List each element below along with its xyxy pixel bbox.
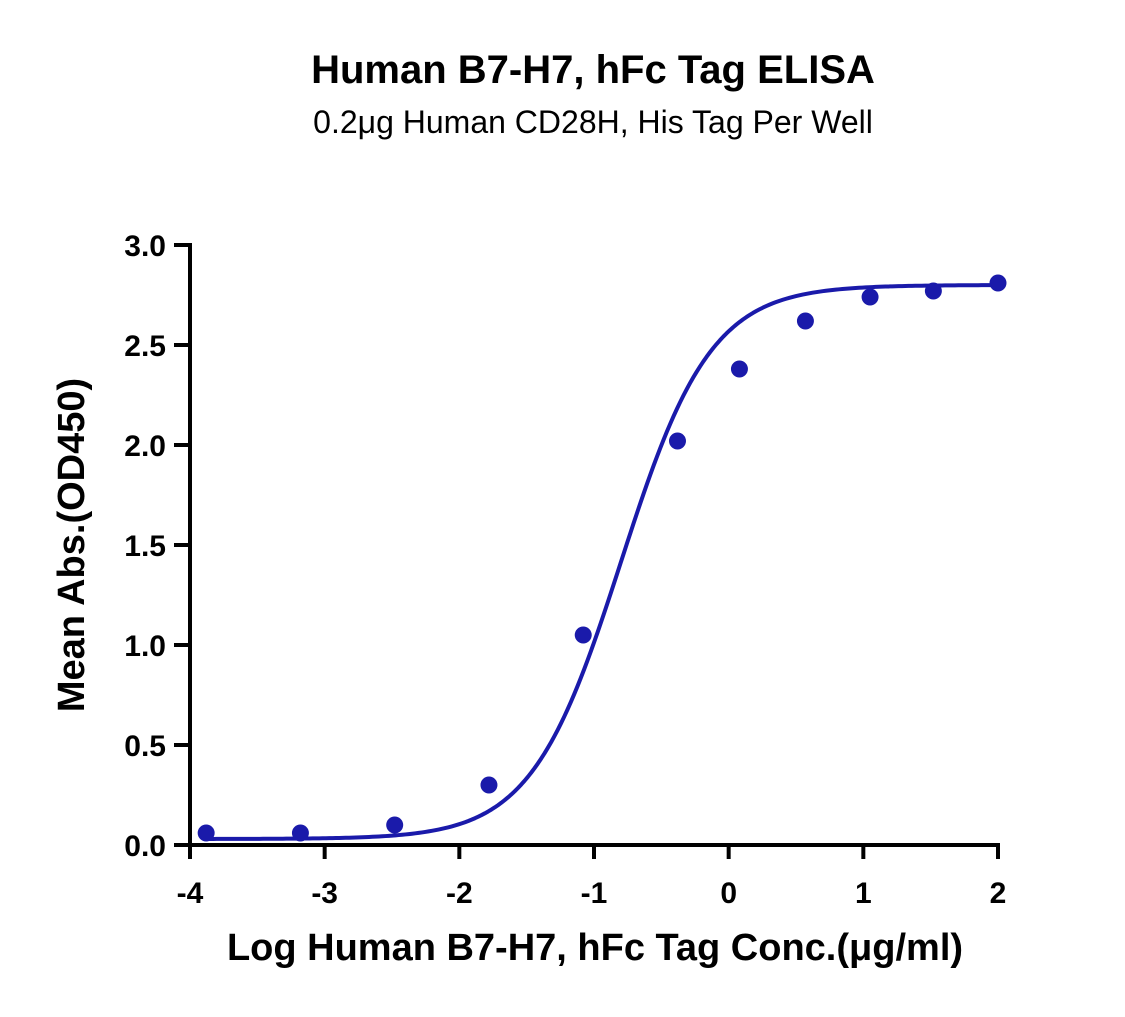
chart-subtitle: 0.2μg Human CD28H, His Tag Per Well bbox=[313, 104, 873, 140]
fit-curve bbox=[203, 283, 999, 841]
data-point bbox=[796, 312, 814, 330]
x-tick-label: 1 bbox=[855, 877, 872, 910]
data-point bbox=[989, 274, 1007, 292]
y-tick-label: 3.0 bbox=[124, 230, 166, 263]
y-tick-label: 1.5 bbox=[124, 530, 166, 563]
y-tick-label: 2.5 bbox=[124, 330, 166, 363]
data-point bbox=[730, 360, 748, 378]
x-axis-title: Log Human B7-H7, hFc Tag Conc.(μg/ml) bbox=[227, 927, 963, 969]
y-tick-label: 0.5 bbox=[124, 730, 166, 763]
data-point bbox=[924, 282, 942, 300]
x-tick-label: -4 bbox=[177, 877, 204, 910]
fit-curve-layer bbox=[203, 283, 999, 841]
data-points-layer bbox=[197, 274, 1007, 842]
x-tick-label: 0 bbox=[720, 877, 737, 910]
x-tick-label: -1 bbox=[581, 877, 608, 910]
x-tick-label: -2 bbox=[446, 877, 473, 910]
data-point bbox=[480, 776, 498, 794]
data-point bbox=[386, 816, 404, 834]
x-tick-label: 2 bbox=[990, 877, 1007, 910]
y-axis-title: Mean Abs.(OD450) bbox=[51, 378, 93, 712]
data-point bbox=[668, 432, 686, 450]
y-tick-label: 0.0 bbox=[124, 830, 166, 863]
data-point bbox=[861, 288, 879, 306]
data-point bbox=[291, 824, 309, 842]
data-point bbox=[574, 626, 592, 644]
data-point bbox=[197, 824, 215, 842]
y-tick-label: 2.0 bbox=[124, 430, 166, 463]
x-tick-label: -3 bbox=[311, 877, 338, 910]
chart-title: Human B7-H7, hFc Tag ELISA bbox=[311, 48, 875, 92]
y-tick-label: 1.0 bbox=[124, 630, 166, 663]
axes: -4 -3 -2 -1 0 1 2 0.0 0.5 1.0 1.5 2.0 2.5 3.0 bbox=[124, 230, 1006, 910]
